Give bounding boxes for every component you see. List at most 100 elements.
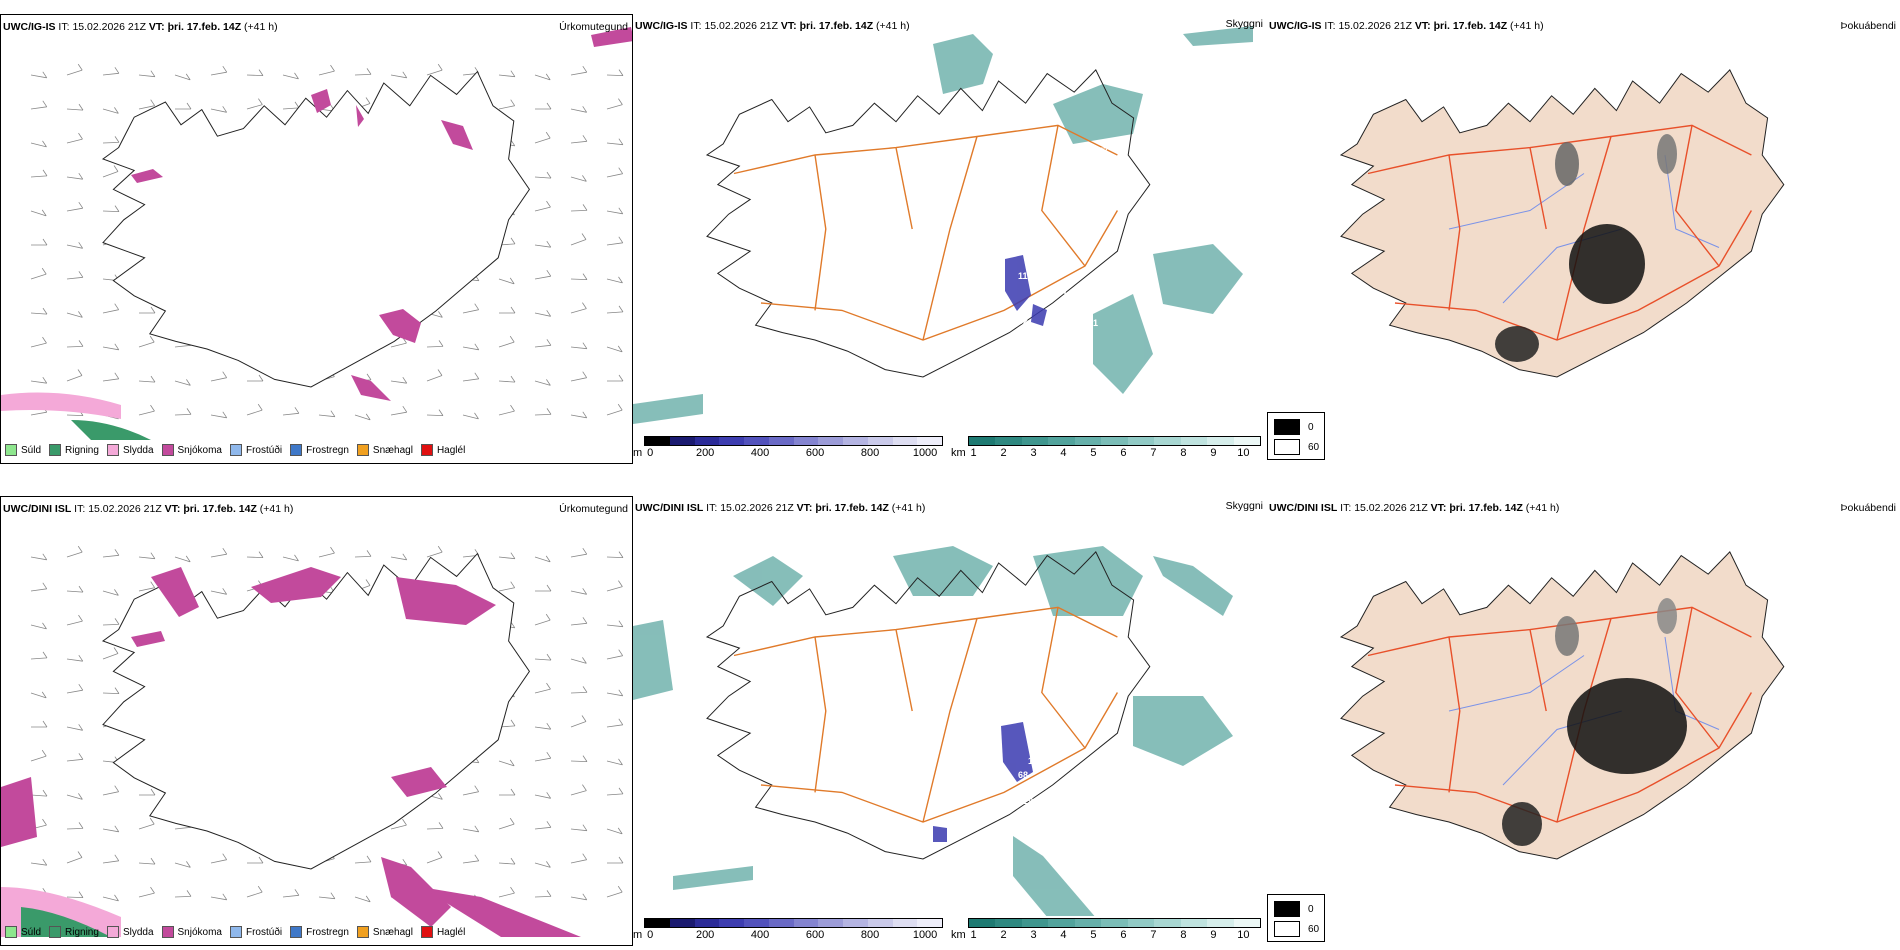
- wind-barb: [30, 100, 48, 110]
- wind-barb: [66, 132, 83, 144]
- colorbar-cell: [917, 919, 942, 927]
- wind-barb: [570, 588, 588, 595]
- wind-barb: [282, 72, 299, 80]
- wind-barb: [30, 209, 47, 217]
- it-label: IT:: [58, 21, 70, 33]
- wind-barb: [570, 342, 588, 350]
- colorbar-cell: [1207, 437, 1234, 445]
- road-line: [922, 136, 978, 341]
- colorbar-cell: [1127, 919, 1155, 927]
- colorbar-cell: [818, 919, 844, 927]
- colorbar-tick: 0: [647, 929, 654, 941]
- wind-barb: [570, 302, 587, 314]
- wind-barb: [570, 617, 588, 626]
- fog-map: [1339, 69, 1785, 378]
- colorbar-cell: [1154, 919, 1181, 927]
- visibility-value-label: 377: [1093, 146, 1108, 156]
- wind-barb: [498, 817, 515, 830]
- colorbar-cell: [645, 919, 670, 927]
- colorbar-tick: 6: [1120, 929, 1127, 941]
- wind-barb: [102, 549, 120, 558]
- fog-blob: [1657, 598, 1677, 634]
- wind-barb: [570, 65, 588, 76]
- colorbar-cell: [995, 437, 1022, 445]
- ceiling-areas: [1005, 255, 1047, 326]
- model-name: UWC/IG-IS: [1269, 20, 1322, 32]
- road-line: [733, 124, 1118, 175]
- colorbar-tick: 4: [1060, 447, 1067, 459]
- wind-barb: [354, 855, 372, 864]
- wind-barb: [139, 788, 156, 796]
- colorbar-tick: 400: [750, 929, 770, 941]
- wind-barb: [570, 686, 588, 694]
- wind-barb: [138, 817, 155, 830]
- wind-barb: [30, 336, 47, 348]
- road-line: [1041, 607, 1086, 749]
- visibility-value-label: 83: [951, 828, 961, 838]
- wind-barb: [210, 893, 228, 901]
- wind-barb: [138, 335, 155, 348]
- wind-barb: [570, 175, 587, 182]
- colorbar-cell: [1048, 919, 1075, 927]
- wind-barb: [174, 379, 191, 386]
- vt-label: VT:: [780, 20, 797, 32]
- wind-barb: [138, 581, 156, 592]
- colorbar-cell: [694, 919, 720, 927]
- wind-barb: [570, 233, 587, 246]
- it-label: IT:: [1340, 502, 1352, 514]
- wind-barb: [534, 310, 552, 317]
- colorbar-cell: [768, 919, 794, 927]
- road-line: [814, 154, 827, 311]
- road-line: [1556, 136, 1612, 341]
- road-line: [1448, 154, 1461, 311]
- legend-swatch: [290, 926, 303, 938]
- fog-blob: [1569, 224, 1645, 304]
- vt-value: þri. 17.feb. 14Z: [1449, 502, 1523, 514]
- wind-barb: [210, 588, 228, 595]
- legend-swatch: [49, 444, 62, 456]
- wind-barb: [498, 886, 515, 898]
- wind-barb: [210, 853, 228, 864]
- legend-label: Frostúði: [245, 926, 283, 938]
- wind-barb: [498, 375, 516, 383]
- colorbar-tick: 5: [1090, 929, 1097, 941]
- fog-blob: [1502, 802, 1542, 846]
- it-label: IT:: [74, 503, 86, 515]
- road-line: [814, 636, 827, 793]
- wind-barb: [498, 277, 515, 285]
- legend-swatch: [290, 444, 303, 456]
- fog-blob: [1495, 326, 1539, 362]
- fog-legend-item: 0: [1274, 901, 1314, 917]
- wind-barb: [66, 172, 84, 180]
- colorbar-tick: 400: [750, 447, 770, 459]
- fog-legend-item: 60: [1274, 439, 1319, 455]
- colorbar-tick: 600: [805, 929, 825, 941]
- road-line: [895, 147, 913, 230]
- wind-barb: [534, 379, 551, 386]
- wind-barb: [138, 886, 155, 898]
- visibility-panel: 340 31 119 68 129 96 83 UWC/DINI ISL IT: 15.02…: [633, 496, 1267, 946]
- wind-barb: [606, 580, 623, 592]
- wind-barb: [66, 724, 84, 731]
- fog-legend-swatch: [1274, 419, 1300, 435]
- visibility-value-label: 31: [1078, 638, 1088, 648]
- wind-barb: [498, 581, 516, 592]
- road-line: [1675, 607, 1720, 749]
- legend-label: Haglél: [436, 926, 466, 938]
- wind-barb: [570, 371, 588, 382]
- wind-barb: [606, 69, 624, 76]
- wind-barb: [66, 63, 83, 76]
- wind-barb: [30, 307, 48, 315]
- visibility-colorbar: km 1 2 3 4 5 6 7 8 9 10: [951, 436, 1261, 460]
- legend-swatch: [161, 926, 174, 938]
- wind-barb: [66, 340, 84, 348]
- legend-label: Slydda: [122, 444, 154, 456]
- vt-value: þri. 17.feb. 14Z: [799, 20, 874, 32]
- wind-barb: [606, 649, 624, 660]
- colorbar-cell: [768, 437, 794, 445]
- fog-legend-swatch: [1274, 901, 1300, 917]
- colorbar-tick: 3: [1030, 929, 1037, 941]
- colorbar-cell: [1154, 437, 1181, 445]
- iceland-coastline: [705, 69, 1151, 378]
- colorbar-cell: [1074, 437, 1102, 445]
